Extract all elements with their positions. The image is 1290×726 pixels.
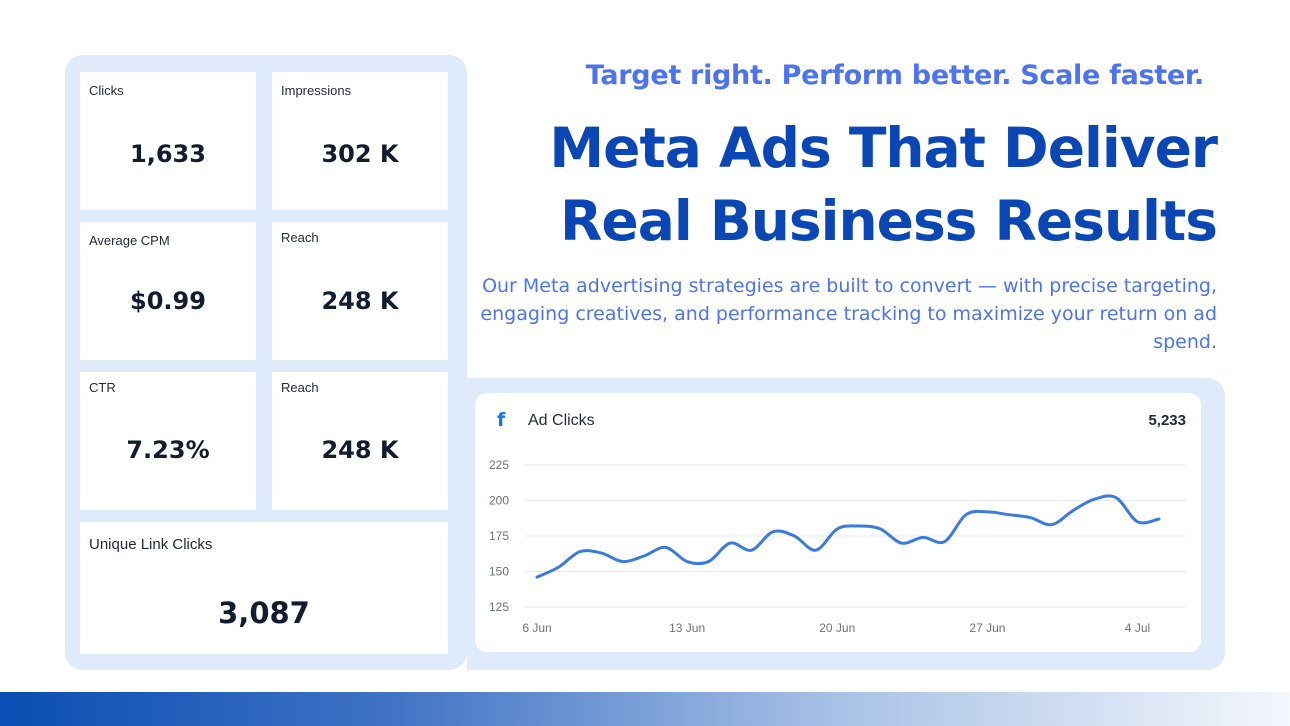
chart-card: [475, 393, 1201, 652]
metric-card-clicks: Clicks 1,633: [80, 72, 256, 210]
x-tick-label: 27 Jun: [969, 621, 1005, 635]
metric-label: Clicks: [89, 83, 124, 98]
x-tick-label: 20 Jun: [819, 621, 855, 635]
metric-card-reach: Reach 248 K: [272, 222, 448, 360]
metric-label: Reach: [281, 380, 319, 395]
x-tick-label: 6 Jun: [522, 621, 551, 635]
tagline: Target right. Perform better. Scale fast…: [585, 60, 1205, 91]
metric-card-unique-link-clicks: Unique Link Clicks 3,087: [80, 522, 448, 654]
metric-value: 3,087: [218, 596, 310, 630]
metric-card-impressions: Impressions 302 K: [272, 72, 448, 210]
y-tick-label: 150: [489, 565, 509, 579]
metric-value: 7.23%: [126, 436, 210, 464]
metric-value: 248 K: [321, 436, 399, 464]
headline-line-2: Real Business Results: [560, 189, 1218, 253]
chart-total: 5,233: [1148, 412, 1186, 429]
metric-value: 302 K: [321, 140, 399, 168]
metric-card-ctr: CTR 7.23%: [80, 372, 256, 510]
chart-title: Ad Clicks: [528, 412, 595, 429]
metric-label: Unique Link Clicks: [89, 536, 213, 553]
metric-value: 1,633: [130, 140, 206, 168]
metric-label: CTR: [89, 380, 116, 395]
y-tick-label: 200: [489, 494, 509, 508]
metric-value: $0.99: [130, 287, 206, 315]
x-tick-label: 4 Jul: [1125, 621, 1150, 635]
description: Our Meta advertising strategies are buil…: [480, 275, 1217, 353]
metric-label: Average CPM: [89, 233, 170, 248]
facebook-icon: f: [497, 409, 506, 431]
headline: Meta Ads That Deliver Real Business Resu…: [457, 112, 1218, 258]
y-tick-label: 125: [489, 600, 509, 614]
series-line: [535, 494, 1161, 579]
bottom-gradient-bar: [0, 692, 1290, 726]
metric-label: Impressions: [281, 83, 352, 98]
ad-clicks-chart: 225 200 175 150 125 6 Jun 13 Jun 20 Jun 27 Jun 4 …: [489, 458, 1186, 635]
headline-line-1: Meta Ads That Deliver: [549, 116, 1218, 180]
y-tick-label: 175: [489, 529, 509, 543]
y-tick-label: 225: [489, 458, 509, 472]
metric-card-reach-2: Reach 248 K: [272, 372, 448, 510]
x-tick-label: 13 Jun: [669, 621, 705, 635]
metric-value: 248 K: [321, 287, 399, 315]
metric-card-average-cpm: Average CPM $0.99: [80, 222, 256, 360]
metric-label: Reach: [281, 230, 319, 245]
